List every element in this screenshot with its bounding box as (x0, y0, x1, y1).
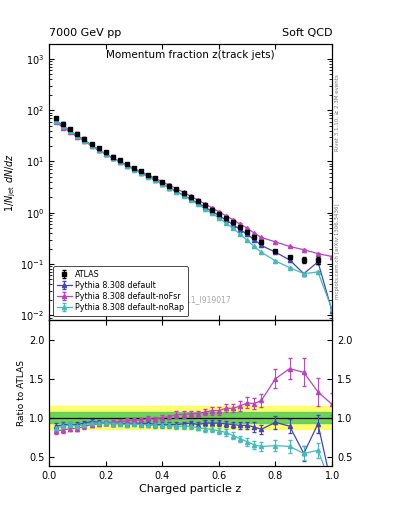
Text: 7000 GeV pp: 7000 GeV pp (49, 28, 121, 38)
Text: Soft QCD: Soft QCD (282, 28, 332, 38)
Legend: ATLAS, Pythia 8.308 default, Pythia 8.308 default-noFsr, Pythia 8.308 default-no: ATLAS, Pythia 8.308 default, Pythia 8.30… (53, 266, 188, 316)
Text: mcplots.cern.ch [arXiv:1306.3436]: mcplots.cern.ch [arXiv:1306.3436] (335, 203, 340, 299)
Y-axis label: Ratio to ATLAS: Ratio to ATLAS (17, 360, 26, 426)
Text: Rivet 3.1.10, ≥ 2.3M events: Rivet 3.1.10, ≥ 2.3M events (335, 74, 340, 151)
Text: ATLAS_2011_I919017: ATLAS_2011_I919017 (150, 295, 231, 304)
Bar (49, 412, 332, 423)
Bar (49, 406, 332, 429)
Text: Momentum fraction z(track jets): Momentum fraction z(track jets) (106, 51, 275, 60)
X-axis label: Charged particle z: Charged particle z (140, 483, 242, 494)
Y-axis label: $1/N_{\rm jet}\ dN/dz$: $1/N_{\rm jet}\ dN/dz$ (3, 152, 18, 211)
